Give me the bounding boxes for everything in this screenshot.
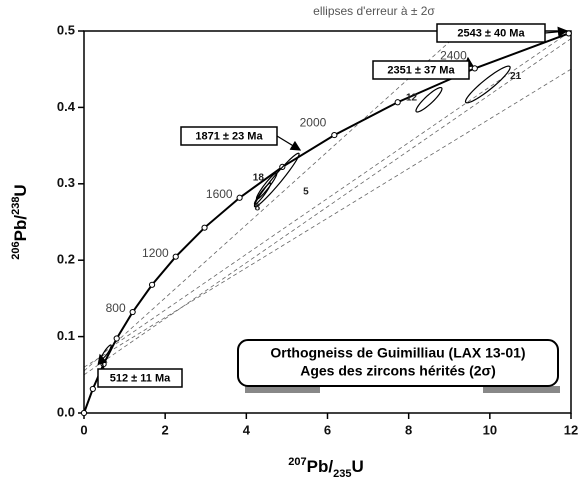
sup: 207 [288,456,306,468]
annotation: ellipses d'erreur à ± 2σ [313,4,435,18]
x-tick-label: 12 [564,422,578,437]
age-box [436,23,546,43]
error-ellipse [253,152,300,208]
reference-line [84,68,571,368]
age-point [394,99,401,106]
x-tick-label: 4 [243,422,251,437]
age-box [97,368,183,388]
x-tick-label: 2 [162,422,169,437]
error-ellipse [415,86,443,113]
ellipse-label: 18 [253,173,265,184]
age-point [201,224,208,231]
error-ellipse [464,65,511,104]
y-tick-label: 0.2 [57,252,75,267]
age-point [331,131,338,139]
age-box-label: 2351 ± 37 Ma [387,64,455,76]
reference-line [84,38,571,376]
ellipse-label: 21 [510,71,522,82]
y-tick-label: 0.0 [57,404,75,419]
y-axis-label: 206Pb/238U [10,184,31,259]
x-tick-label: 8 [405,422,412,437]
text: U [11,184,30,196]
age-box [180,126,278,146]
title-box [237,339,559,387]
text: U [351,457,363,476]
age-point [89,385,96,393]
x-tick-label: 0 [80,422,87,437]
reference-line [84,31,462,372]
x-axis-label: 207Pb/235U [288,456,363,480]
x-tick-label: 6 [324,422,331,437]
decor-bar [245,386,320,393]
arrow [276,135,302,151]
age-box-label: 1871 ± 23 Ma [195,130,263,142]
error-ellipse [253,182,272,206]
age-box [372,60,470,80]
ellipse-label: 8 [255,202,261,213]
ellipse-label: 12 [406,92,418,103]
sub: 235 [333,468,351,480]
age-box-label: 2543 ± 40 Ma [457,27,525,39]
ellipse-label: 5 [303,187,309,198]
y-tick-label: 0.5 [57,22,75,37]
sup: 238 [10,197,22,215]
age-point [80,409,88,417]
decor-bar [483,386,560,393]
age-point [172,253,179,260]
age-label: 1600 [206,187,233,201]
y-tick-label: 0.4 [57,99,76,114]
age-label: 2000 [300,115,327,129]
age-box-label: 512 ± 11 Ma [110,372,171,384]
title: Orthogneiss de Guimilliau (LAX 13-01) [270,345,525,361]
text: Pb/ [11,215,30,242]
age-label: 1200 [142,246,169,260]
arrow [97,353,108,370]
y-tick-label: 0.1 [57,328,75,343]
text: Pb/ [307,457,334,476]
reference-line [104,31,571,353]
age-point [236,194,243,201]
x-tick-label: 10 [483,422,497,437]
age-label: 800 [106,301,126,315]
subtitle: Ages des zircons hérités (2σ) [300,363,496,379]
arrow [544,26,569,38]
age-point [471,65,478,72]
y-tick-label: 0.3 [57,175,75,190]
age-label: 2400 [440,49,467,63]
age-point [148,281,156,288]
sup: 206 [10,241,22,259]
age-point [129,308,136,316]
age-point [113,335,120,342]
plot-frame [83,30,572,414]
